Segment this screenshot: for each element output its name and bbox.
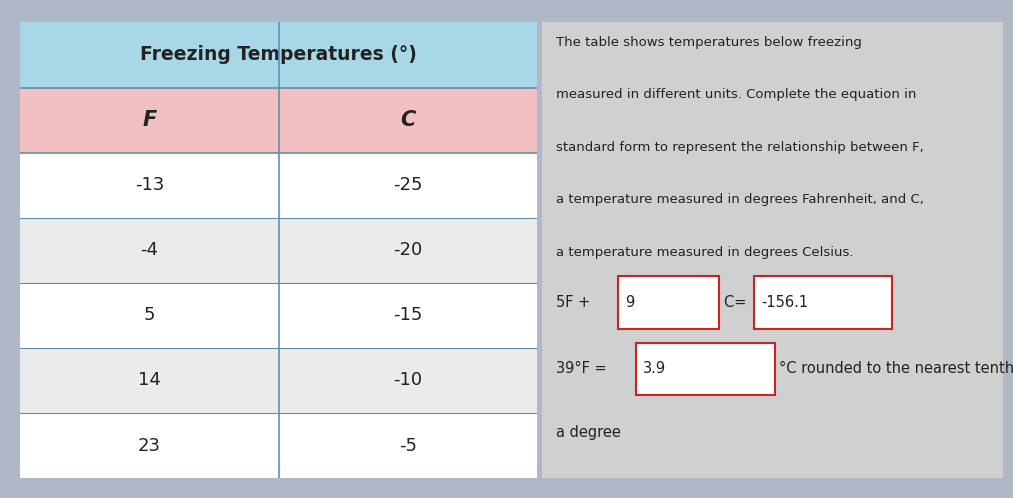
Text: a temperature measured in degrees Fahrenheit, and C,: a temperature measured in degrees Fahren… xyxy=(556,193,924,206)
Text: -5: -5 xyxy=(399,437,416,455)
Bar xyxy=(20,348,537,413)
Text: -13: -13 xyxy=(135,176,164,194)
Text: Freezing Temperatures (°): Freezing Temperatures (°) xyxy=(140,45,417,64)
Text: standard form to represent the relationship between F,: standard form to represent the relations… xyxy=(556,141,924,154)
Text: -4: -4 xyxy=(141,241,158,259)
Bar xyxy=(20,413,537,478)
Text: -10: -10 xyxy=(393,372,422,389)
Text: F: F xyxy=(142,110,157,130)
Text: a temperature measured in degrees Celsius.: a temperature measured in degrees Celsiu… xyxy=(556,246,853,258)
Text: 39°F =: 39°F = xyxy=(556,361,611,376)
Bar xyxy=(20,218,537,283)
Text: °C rounded to the nearest tenth of: °C rounded to the nearest tenth of xyxy=(779,361,1013,376)
Text: a degree: a degree xyxy=(556,425,621,440)
Text: -156.1: -156.1 xyxy=(761,295,808,310)
Text: 23: 23 xyxy=(138,437,161,455)
Text: 9: 9 xyxy=(625,295,634,310)
FancyBboxPatch shape xyxy=(754,276,892,329)
Text: C=: C= xyxy=(724,295,751,310)
Text: 3.9: 3.9 xyxy=(643,361,667,376)
Text: The table shows temperatures below freezing: The table shows temperatures below freez… xyxy=(556,36,862,49)
Text: 5F +: 5F + xyxy=(556,295,595,310)
Text: -15: -15 xyxy=(393,306,422,324)
FancyBboxPatch shape xyxy=(618,276,719,329)
Text: 5: 5 xyxy=(144,306,155,324)
Text: -20: -20 xyxy=(393,241,422,259)
Text: measured in different units. Complete the equation in: measured in different units. Complete th… xyxy=(556,89,916,102)
Bar xyxy=(20,22,537,88)
FancyBboxPatch shape xyxy=(636,343,775,395)
Text: 14: 14 xyxy=(138,372,161,389)
Bar xyxy=(20,152,537,218)
Bar xyxy=(20,283,537,348)
Text: C: C xyxy=(400,110,415,130)
Bar xyxy=(20,88,537,152)
Text: -25: -25 xyxy=(393,176,422,194)
